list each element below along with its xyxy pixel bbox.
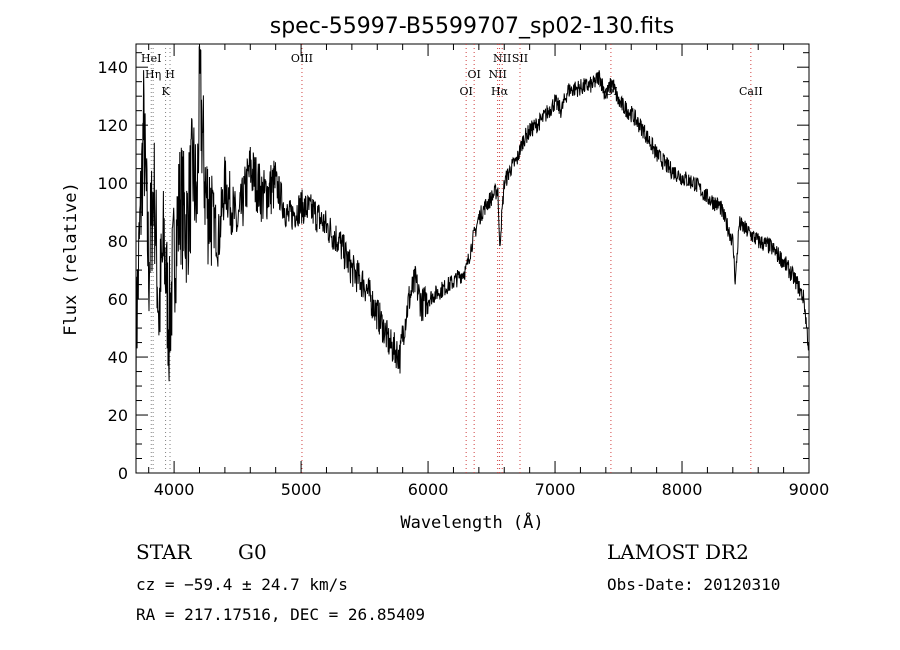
x-tick-label: 6000	[408, 480, 449, 499]
x-tick-label: 5000	[281, 480, 322, 499]
line-marker-label: NII	[493, 52, 511, 65]
line-marker-label: OI	[459, 85, 472, 98]
line-marker-label: K	[161, 85, 170, 98]
y-tick-label: 140	[97, 58, 128, 77]
axis-ticks: 4000 5000 6000 7000 8000 9000 0 20 40 60 80 100 120 1…	[97, 44, 829, 499]
x-tick-label: 7000	[535, 480, 576, 499]
line-marker-label: CaII	[739, 85, 763, 98]
y-tick-label: 120	[97, 116, 128, 135]
y-tick-label: 100	[97, 174, 128, 193]
line-marker-label: Hη	[145, 68, 161, 81]
survey-label: LAMOST DR2	[607, 540, 749, 564]
chart-title: spec-55997-B5599707_sp02-130.fits	[270, 14, 675, 39]
x-tick-label: 9000	[789, 480, 830, 499]
line-marker-label: OI	[467, 68, 480, 81]
line-marker-label: H	[165, 68, 175, 81]
line-marker-label: NII	[488, 68, 506, 81]
redshift-text: cz = −59.4 ± 24.7 km/s	[136, 575, 348, 594]
obs-date-text: Obs-Date: 20120310	[607, 575, 780, 594]
y-tick-label: 0	[118, 464, 128, 483]
y-tick-label: 40	[108, 348, 128, 367]
x-tick-label: 4000	[154, 480, 195, 499]
line-marker-label: OIII	[291, 52, 313, 65]
subclass-label: G0	[238, 540, 267, 564]
coordinates-text: RA = 217.17516, DEC = 26.85409	[136, 605, 425, 624]
y-axis-label: Flux (relative)	[61, 182, 81, 336]
class-label: STAR	[136, 540, 192, 564]
x-tick-label: 8000	[662, 480, 703, 499]
line-marker-label: Hα	[491, 85, 509, 98]
series-layer	[135, 46, 810, 408]
plot-frame	[135, 43, 810, 474]
line-marker-label: HeI	[141, 52, 161, 65]
y-tick-label: 60	[108, 290, 128, 309]
line-marker-label: SII	[512, 52, 528, 65]
x-axis-label: Wavelength (Å)	[400, 511, 543, 533]
spectrum-line	[135, 46, 810, 408]
y-tick-label: 20	[108, 406, 128, 425]
y-tick-label: 80	[108, 232, 128, 251]
